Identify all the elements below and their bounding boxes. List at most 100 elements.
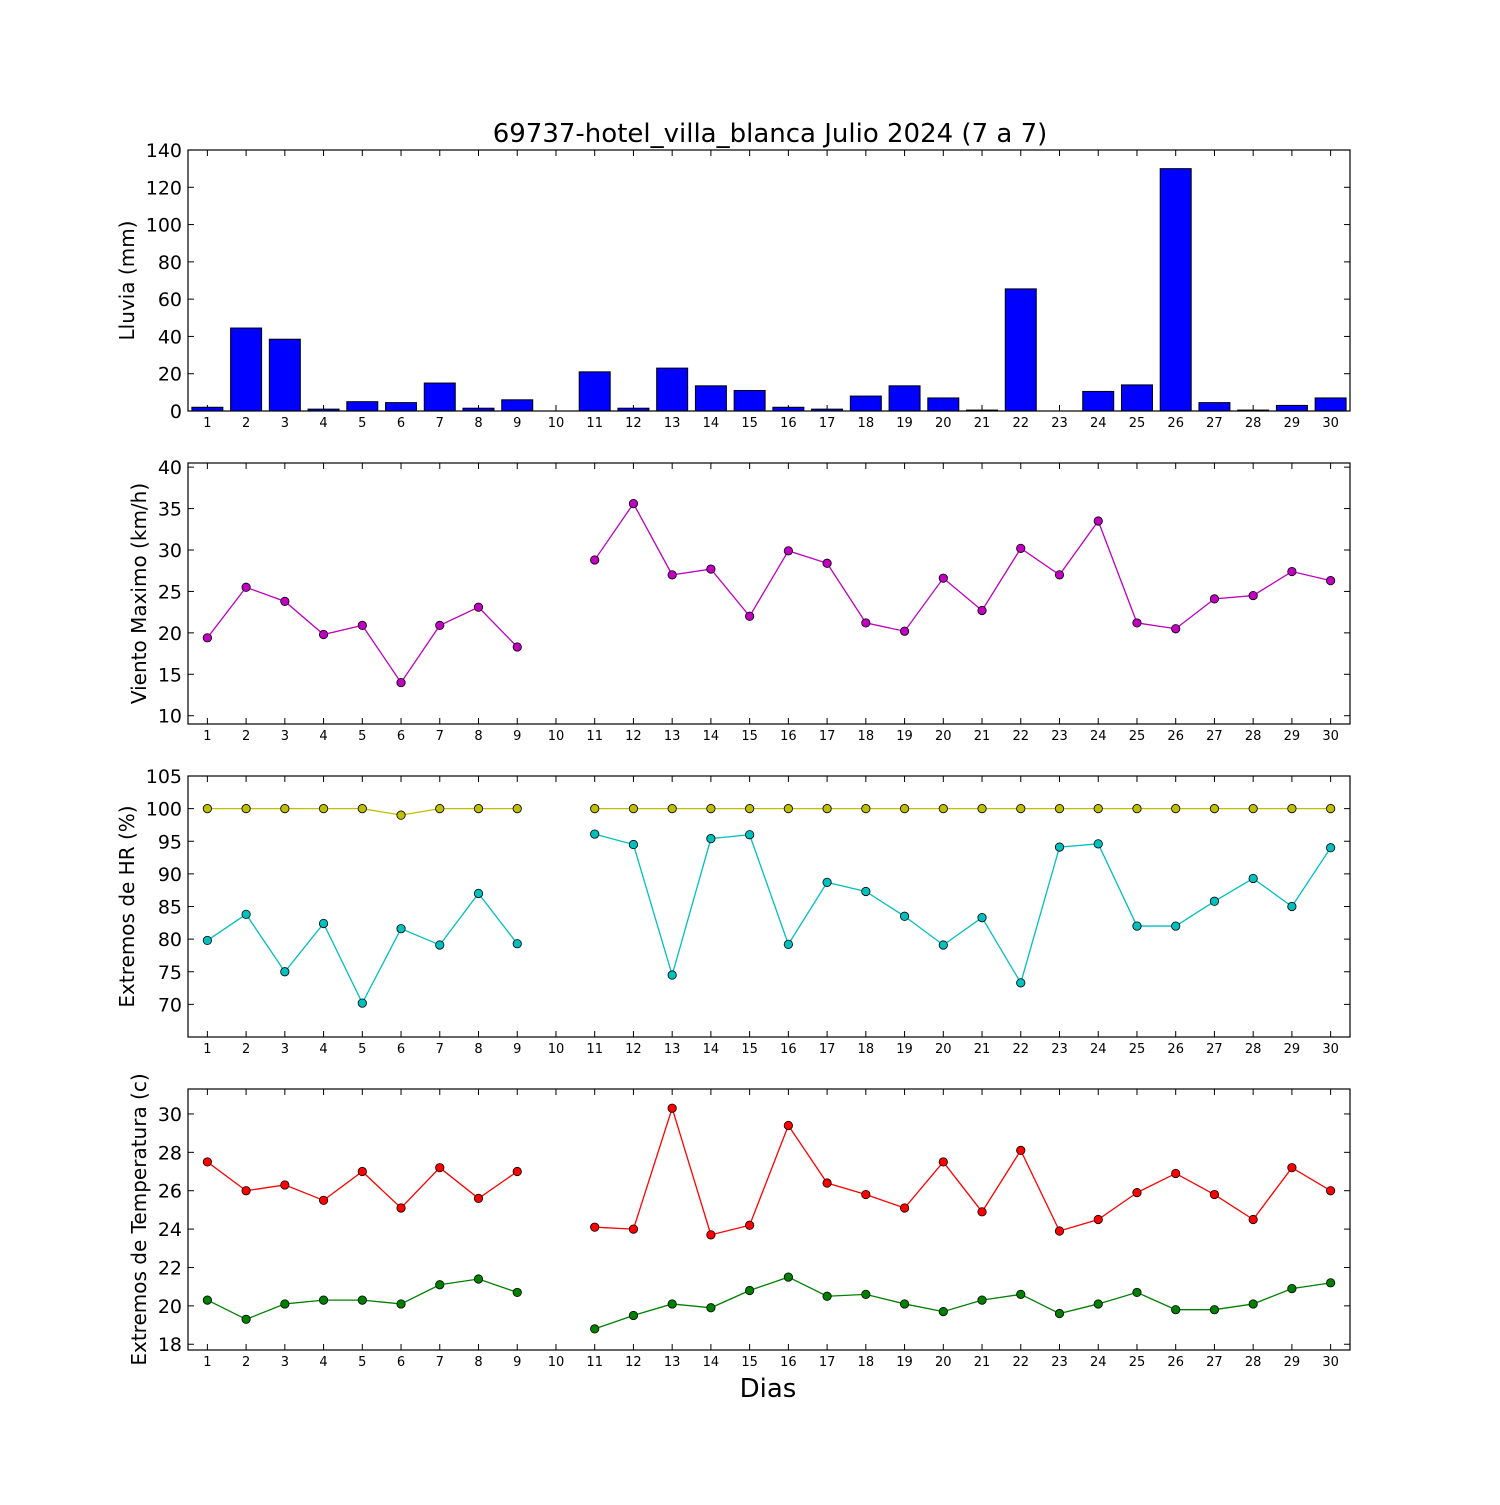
data-point-day-28 bbox=[1248, 1299, 1258, 1309]
data-point-day-23 bbox=[1054, 1226, 1065, 1236]
data-point-day-9 bbox=[512, 939, 522, 949]
data-point-day-17 bbox=[822, 1291, 832, 1301]
x-tick-label: 13 bbox=[664, 729, 681, 744]
data-point-day-14 bbox=[706, 1230, 716, 1240]
data-point-day-4 bbox=[318, 804, 329, 814]
data-point-day-21 bbox=[977, 1207, 987, 1217]
data-point-day-8 bbox=[473, 888, 484, 899]
data-point-day-16 bbox=[783, 546, 793, 556]
x-tick-label: 14 bbox=[703, 1355, 720, 1370]
x-tick-label: 8 bbox=[474, 729, 482, 744]
x-tick-label: 1 bbox=[203, 729, 211, 744]
data-point-day-25 bbox=[1132, 1188, 1142, 1198]
x-tick-label: 23 bbox=[1051, 1355, 1068, 1370]
y-tick-label: 60 bbox=[158, 289, 182, 311]
data-point-day-16 bbox=[783, 939, 793, 949]
data-point-day-2 bbox=[241, 909, 251, 919]
data-point-day-26 bbox=[1171, 1305, 1181, 1315]
x-tick-label: 25 bbox=[1129, 1355, 1146, 1370]
series-line-1 bbox=[206, 586, 518, 684]
y-axis-label: Lluvia (mm) bbox=[115, 221, 139, 341]
y-tick-label: 70 bbox=[158, 994, 182, 1016]
y-tick-label: 10 bbox=[158, 706, 182, 728]
data-point-day-19 bbox=[899, 626, 910, 636]
data-point-day-1 bbox=[202, 1157, 212, 1167]
x-tick-label: 24 bbox=[1090, 1355, 1107, 1370]
x-tick-label: 29 bbox=[1284, 416, 1301, 431]
x-tick-label: 27 bbox=[1206, 729, 1223, 744]
x-tick-label: 11 bbox=[586, 1042, 603, 1057]
data-point-day-25 bbox=[1132, 618, 1142, 628]
y-tick-label: 90 bbox=[158, 864, 182, 886]
x-tick-label: 17 bbox=[819, 1355, 836, 1370]
data-point-day-2 bbox=[241, 582, 251, 592]
data-point-day-18 bbox=[861, 1289, 871, 1299]
plot-frame bbox=[187, 775, 1351, 1038]
bar-day-2 bbox=[230, 327, 263, 412]
data-point-day-13 bbox=[667, 970, 677, 980]
x-tick-label: 6 bbox=[397, 1355, 405, 1370]
bar-day-5 bbox=[346, 401, 379, 412]
x-tick-label: 3 bbox=[281, 1042, 289, 1057]
data-point-day-13 bbox=[667, 804, 677, 814]
data-point-day-20 bbox=[938, 1157, 948, 1167]
data-point-day-13 bbox=[667, 570, 677, 580]
data-point-day-29 bbox=[1287, 1163, 1297, 1173]
data-point-day-2 bbox=[241, 804, 251, 814]
y-tick-label: 105 bbox=[146, 766, 182, 788]
y-tick-label: 140 bbox=[146, 140, 182, 162]
data-point-day-12 bbox=[628, 498, 639, 509]
x-tick-label: 23 bbox=[1051, 416, 1068, 431]
data-point-day-27 bbox=[1209, 1305, 1220, 1315]
x-tick-label: 16 bbox=[780, 416, 797, 431]
data-point-day-9 bbox=[512, 1166, 522, 1177]
x-tick-label: 18 bbox=[858, 729, 875, 744]
data-point-day-11 bbox=[590, 829, 600, 839]
data-point-day-29 bbox=[1287, 804, 1297, 814]
x-tick-label: 2 bbox=[242, 729, 250, 744]
data-point-day-3 bbox=[280, 1180, 290, 1190]
x-tick-label: 24 bbox=[1090, 416, 1107, 431]
x-tick-label: 15 bbox=[741, 1355, 758, 1370]
x-tick-label: 1 bbox=[203, 1355, 211, 1370]
data-point-day-4 bbox=[318, 629, 329, 640]
x-tick-label: 15 bbox=[741, 729, 758, 744]
y-tick-label: 75 bbox=[158, 962, 182, 984]
data-point-day-8 bbox=[473, 1193, 484, 1203]
data-point-day-12 bbox=[628, 1310, 639, 1321]
x-tick-label: 29 bbox=[1284, 1355, 1301, 1370]
x-tick-label: 10 bbox=[548, 1042, 565, 1057]
x-tick-label: 22 bbox=[1012, 729, 1029, 744]
x-tick-label: 4 bbox=[319, 1042, 327, 1057]
x-tick-label: 15 bbox=[741, 416, 758, 431]
data-point-day-3 bbox=[280, 596, 290, 606]
y-tick-label: 85 bbox=[158, 897, 182, 919]
x-tick-label: 26 bbox=[1167, 1355, 1184, 1370]
data-point-day-30 bbox=[1326, 804, 1336, 814]
y-tick-label: 28 bbox=[158, 1142, 182, 1164]
chart-title: 69737-hotel_villa_blanca Julio 2024 (7 a… bbox=[493, 119, 1048, 149]
data-point-day-7 bbox=[435, 804, 445, 814]
data-point-day-19 bbox=[899, 911, 910, 921]
bar-day-9 bbox=[501, 399, 534, 412]
data-point-day-20 bbox=[938, 573, 948, 583]
x-tick-label: 5 bbox=[358, 1042, 366, 1057]
data-point-day-9 bbox=[512, 642, 522, 652]
x-tick-label: 27 bbox=[1206, 416, 1223, 431]
data-point-day-11 bbox=[590, 1222, 600, 1232]
data-point-day-24 bbox=[1093, 516, 1103, 526]
bar-day-11 bbox=[578, 371, 611, 412]
x-tick-label: 3 bbox=[281, 416, 289, 431]
data-point-day-12 bbox=[628, 839, 639, 850]
y-tick-label: 35 bbox=[158, 499, 182, 521]
data-point-day-30 bbox=[1326, 576, 1336, 586]
data-point-day-23 bbox=[1054, 1308, 1065, 1319]
y-tick-label: 26 bbox=[158, 1181, 182, 1203]
x-tick-label: 24 bbox=[1090, 729, 1107, 744]
series-line-1 bbox=[594, 502, 1331, 632]
y-tick-label: 40 bbox=[158, 326, 182, 348]
y-tick-label: 15 bbox=[158, 664, 182, 686]
